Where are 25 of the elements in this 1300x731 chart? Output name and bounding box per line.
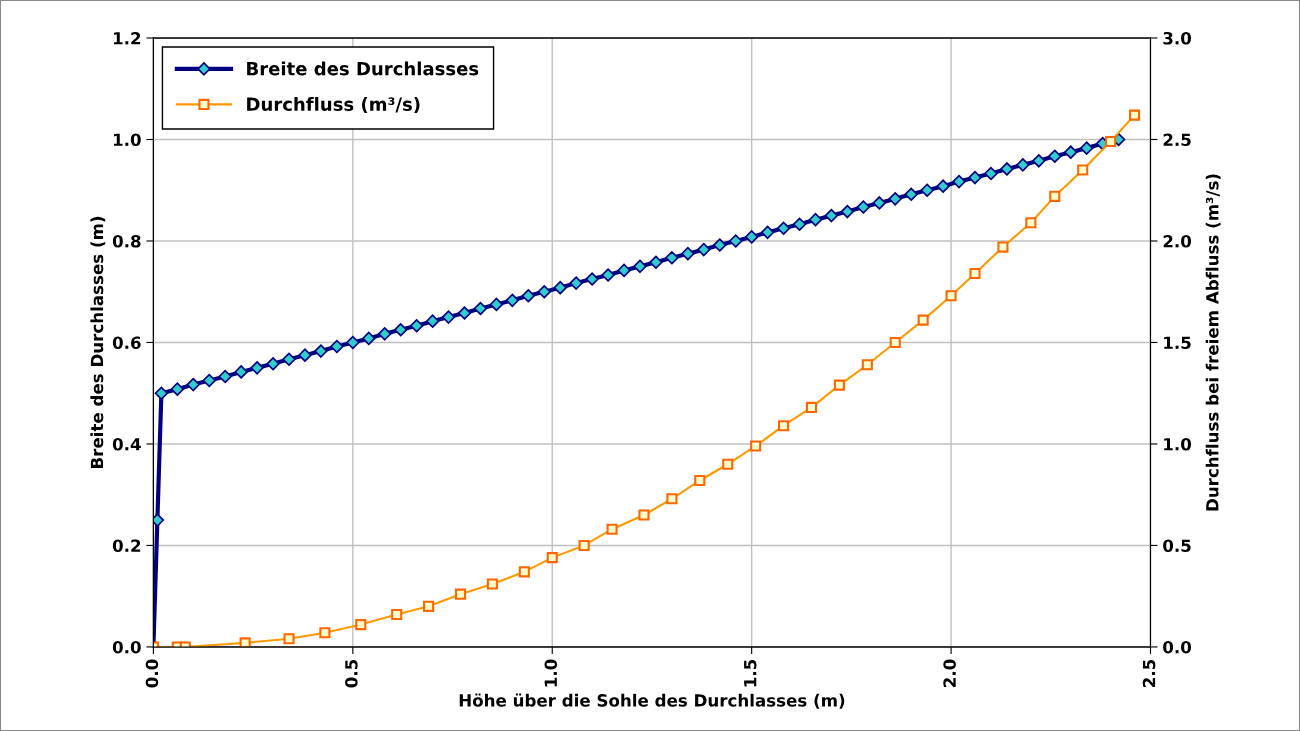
y2-tick-label: 2.5 [1163,133,1191,147]
x-tick-label: 1.0 [544,659,558,687]
y2-tick-label: 0.5 [1163,539,1191,553]
y2-axis-title: Durchfluss bei freiem Abfluss (m³/s) [1205,174,1221,511]
y-axis-title: Breite des Durchlasses (m) [90,216,106,468]
y-tick-label: 0.4 [112,437,141,451]
y-tick-label: 0.8 [112,234,141,248]
legend-label: Breite des Durchlasses [247,61,479,76]
x-tick-label: 0.0 [145,659,159,688]
y-tick-label: 1.2 [113,31,141,45]
y-tick-label: 0.0 [112,640,141,654]
y-tick-label: 1.0 [113,133,141,147]
x-axis-title: Höhe über die Sohle des Durchlasses (m) [459,693,845,709]
y2-tick-label: 1.0 [1164,437,1192,451]
x-tick-label: 2.0 [943,659,956,687]
legend-label: Durchfluss (m³/s) [247,97,420,114]
x-tick-label: 1.5 [744,659,757,687]
y2-tick-label: 1.5 [1164,336,1191,350]
y2-tick-label: 2.0 [1163,234,1192,248]
y-tick-label: 0.6 [112,336,141,350]
y-tick-label: 0.2 [112,539,141,553]
y2-tick-label: 0.0 [1163,640,1192,654]
x-tick-label: 2.5 [1142,659,1156,687]
x-tick-label: 0.5 [345,659,358,688]
y2-tick-label: 3.0 [1163,31,1192,45]
